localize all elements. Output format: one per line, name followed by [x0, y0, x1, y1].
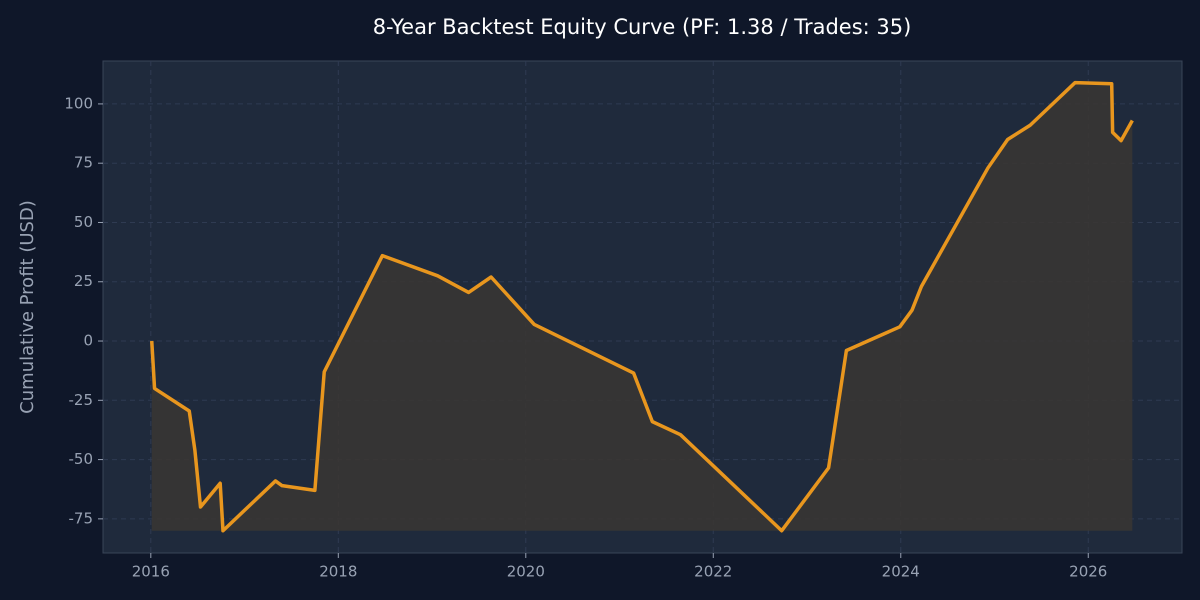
chart-title: 8-Year Backtest Equity Curve (PF: 1.38 /… [373, 15, 912, 39]
y-tick-label: -25 [69, 391, 94, 409]
x-tick-label: 2024 [882, 563, 920, 581]
equity-line [150, 80, 1134, 533]
y-tick-label: 100 [64, 94, 93, 112]
y-tick-label: 0 [83, 332, 93, 350]
y-tick-label: 75 [74, 154, 93, 172]
y-tick-label: -75 [69, 509, 94, 527]
x-tick-label: 2022 [694, 563, 732, 581]
area-fill [151, 82, 1133, 531]
x-tick-label: 2016 [132, 563, 170, 581]
y-axis-label: Cumulative Profit (USD) [17, 200, 38, 414]
y-tick-label: 50 [74, 213, 93, 231]
x-tick-label: 2018 [319, 563, 357, 581]
x-tick-label: 2026 [1069, 563, 1107, 581]
x-tick-label: 2020 [507, 563, 545, 581]
y-tick-label: -50 [69, 450, 94, 468]
y-tick-label: 25 [74, 272, 93, 290]
